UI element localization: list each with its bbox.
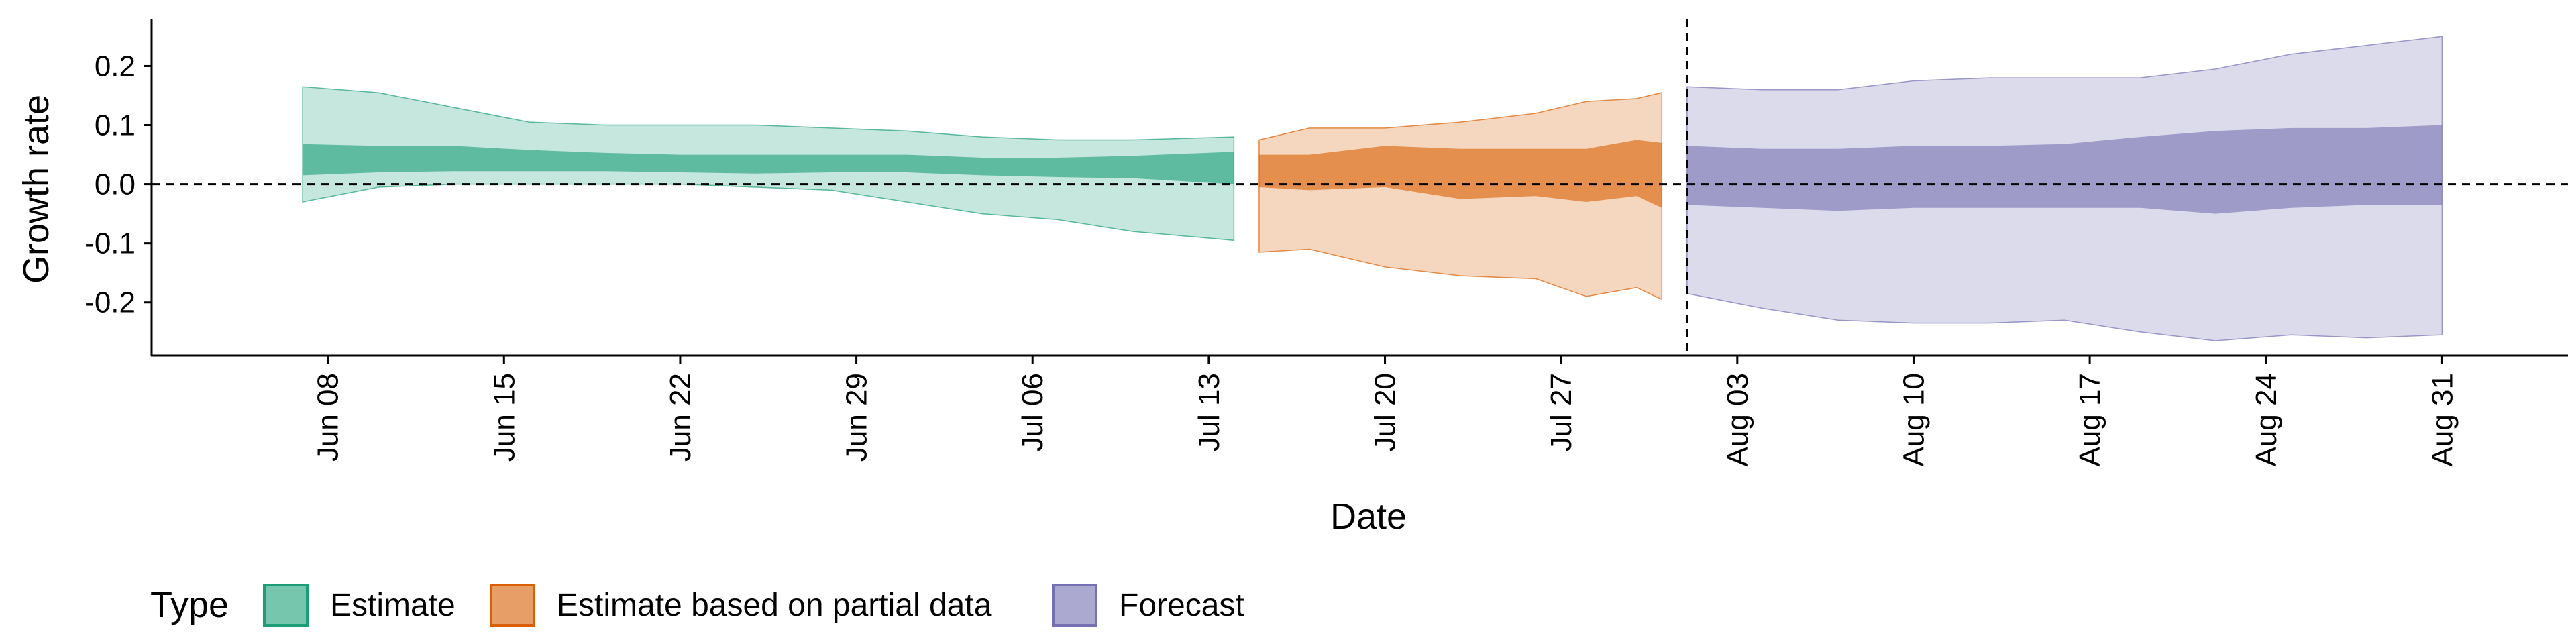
axes xyxy=(150,19,2568,357)
legend-swatch-1 xyxy=(490,584,535,627)
legend: Type Estimate Estimate based on partial da… xyxy=(150,584,1244,627)
x-tick-label: Jun 22 xyxy=(664,373,697,462)
x-tick-label: Jul 20 xyxy=(1369,373,1402,451)
legend-label-1: Estimate based on partial data xyxy=(557,588,992,623)
x-tick-label: Jun 08 xyxy=(312,373,345,462)
y-tick-label: 0.1 xyxy=(95,109,136,142)
x-tick-label: Jun 15 xyxy=(488,373,521,462)
y-axis-title: Growth rate xyxy=(16,95,56,284)
y-tick-label: 0.2 xyxy=(95,50,136,83)
bands-layer xyxy=(302,36,2443,341)
y-tick-label: -0.2 xyxy=(85,286,136,319)
x-tick-label: Jul 13 xyxy=(1193,373,1226,451)
band-inner-series-2 xyxy=(1686,125,2443,214)
x-axis-title: Date xyxy=(1330,496,1407,537)
legend-swatch-0 xyxy=(263,584,309,627)
y-tick-label: -0.1 xyxy=(85,227,136,260)
x-tick-label: Jul 27 xyxy=(1545,373,1578,451)
legend-label-2: Forecast xyxy=(1119,588,1244,623)
x-tick-label: Aug 31 xyxy=(2426,373,2459,466)
x-tick-label: Aug 24 xyxy=(2250,373,2283,466)
y-tick-label: 0.0 xyxy=(95,168,136,201)
x-tick-label: Jun 29 xyxy=(841,373,873,462)
band-inner-series-1 xyxy=(1258,140,1662,208)
band-inner-series-0 xyxy=(303,144,1234,184)
x-tick-label: Jul 06 xyxy=(1016,373,1049,451)
legend-title: Type xyxy=(150,585,229,625)
x-tick-label: Aug 17 xyxy=(2074,373,2106,466)
legend-label-0: Estimate xyxy=(330,588,455,623)
tick-labels: 0.2 0.1 0.0 -0.1 -0.2 Jun 08 Jun 15 Jun 22 Jun 2… xyxy=(85,50,2459,466)
x-tick-label: Aug 03 xyxy=(1721,373,1754,466)
x-tick-label: Aug 10 xyxy=(1898,373,1931,466)
legend-swatch-2 xyxy=(1052,584,1097,627)
